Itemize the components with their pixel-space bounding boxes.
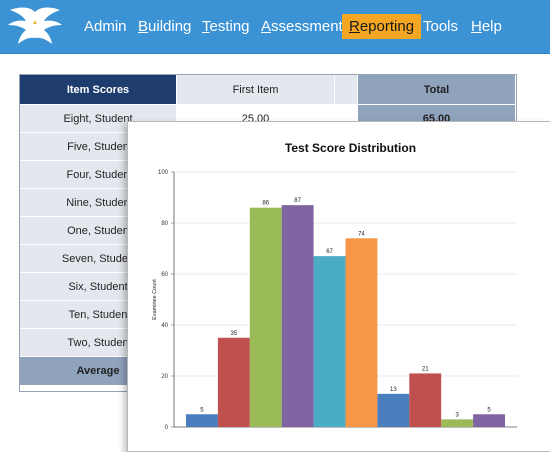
y-tick-label: 80: [161, 221, 168, 227]
top-nav-bar: Admin Building Testing Assessment Reporting T…: [0, 0, 550, 54]
data-label: 67: [326, 249, 333, 255]
data-label: 35: [231, 331, 238, 337]
data-label: 74: [358, 231, 365, 237]
nav-item-assessment[interactable]: Assessment: [261, 18, 343, 35]
data-label: 13: [390, 387, 397, 393]
bar: [409, 373, 442, 427]
chart-title: Test Score Distribution: [285, 141, 416, 155]
y-tick-label: 40: [161, 323, 168, 329]
bar: [217, 337, 250, 427]
bar: [186, 414, 218, 427]
student-name-cell[interactable]: Eight, Student: [19, 104, 177, 133]
bar: [473, 414, 505, 427]
data-label: 87: [294, 198, 301, 204]
nav-item-reporting[interactable]: Reporting: [342, 14, 422, 39]
y-tick-label: 0: [165, 425, 169, 431]
nav-item-admin[interactable]: Admin: [84, 18, 127, 35]
nav-item-help[interactable]: Help: [471, 18, 502, 35]
header-spacer: [334, 74, 358, 105]
bar: [441, 419, 474, 427]
header-item-scores[interactable]: Item Scores: [19, 74, 177, 105]
bar: [249, 207, 282, 427]
data-label: 3: [455, 412, 459, 418]
nav-item-tools[interactable]: Tools: [423, 18, 459, 35]
score-distribution-chart: Test Score Distribution 0 20 40 60 80 100 Exami…: [152, 141, 517, 431]
bar: [377, 393, 410, 427]
data-label: 86: [262, 201, 269, 207]
bar: [313, 256, 346, 427]
y-tick-label: 20: [161, 374, 168, 380]
data-label: 5: [200, 407, 204, 413]
eagle-logo[interactable]: [4, 4, 66, 50]
nav-item-testing[interactable]: Testing: [202, 18, 250, 35]
data-label: 5: [487, 407, 491, 413]
chart-popup: Test Score Distribution 0 20 40 60 80 100 Exami…: [127, 121, 550, 452]
y-axis-label: Examinee Count: [152, 279, 158, 320]
y-tick-label: 60: [161, 272, 168, 278]
bar: [281, 205, 314, 427]
header-total[interactable]: Total: [357, 74, 516, 105]
table-row: Eight, Student 25.00 65.00: [19, 104, 516, 133]
header-first-item[interactable]: First Item: [176, 74, 335, 105]
data-label: 21: [422, 366, 429, 372]
nav-item-building[interactable]: Building: [138, 18, 192, 35]
y-tick-label: 100: [158, 170, 169, 176]
bar: [345, 238, 378, 427]
